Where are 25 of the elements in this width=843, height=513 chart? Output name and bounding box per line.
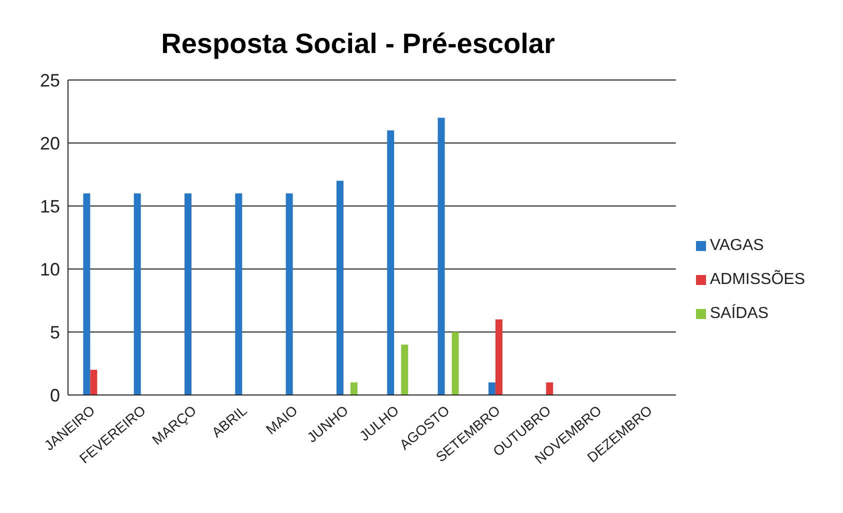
bar [235,193,242,395]
y-tick-label: 0 [50,385,60,406]
legend-label: SAÍDAS [710,305,769,322]
bar [387,130,394,395]
bar [336,180,344,395]
bar [286,193,293,395]
y-tick-label: 5 [50,322,60,342]
legend-label: ADMISSÕES [710,271,805,288]
bar [90,370,98,395]
bar [495,319,502,395]
bar [546,382,554,395]
bar [134,193,141,395]
bar [350,382,358,395]
y-tick-label: 25 [40,70,60,90]
bar [452,332,459,395]
bar [488,382,496,395]
y-tick-label: 15 [40,196,60,216]
chart-title: Resposta Social - Pré-escolar [160,28,556,60]
bar [438,118,445,395]
bar [401,344,408,395]
bar [184,193,192,395]
y-tick-label: 20 [40,133,60,154]
bar [83,193,90,395]
legend-label: VAGAS [710,237,764,254]
y-tick-label: 10 [40,259,60,280]
